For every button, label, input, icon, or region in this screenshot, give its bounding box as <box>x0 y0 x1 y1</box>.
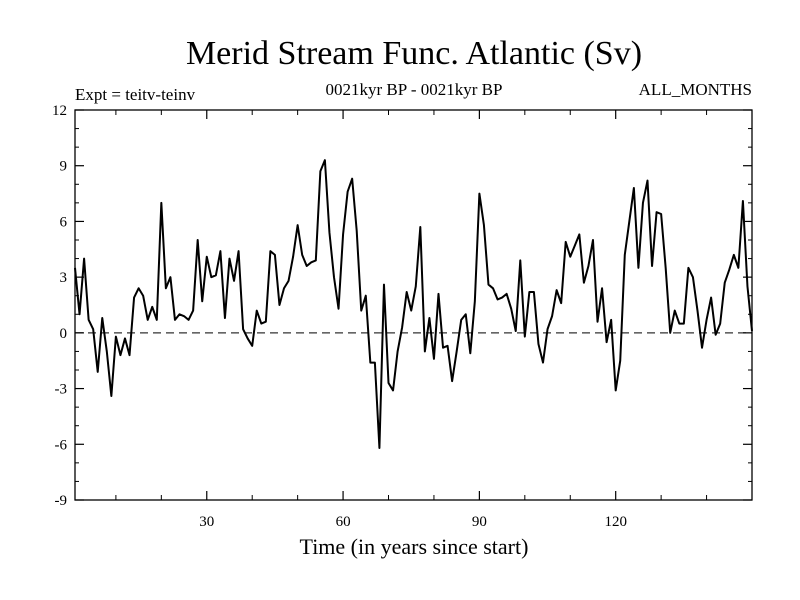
experiment-label: Expt = teitv-teinv <box>75 85 196 104</box>
x-axis-label: Time (in years since start) <box>300 534 529 559</box>
months-label: ALL_MONTHS <box>639 80 752 99</box>
y-tick-label: 12 <box>52 103 67 119</box>
y-tick-label: 3 <box>60 270 68 286</box>
y-tick-label: 9 <box>60 159 68 175</box>
chart-title: Merid Stream Func. Atlantic (Sv) <box>186 35 642 72</box>
x-tick-label: 60 <box>336 514 351 530</box>
x-tick-label: 90 <box>472 514 487 530</box>
plot-frame <box>74 109 753 501</box>
y-tick-label: 6 <box>60 214 68 230</box>
y-tick-label: -6 <box>55 437 68 453</box>
plot-area <box>74 109 753 501</box>
x-tick-label: 120 <box>604 514 627 530</box>
y-tick-label: -3 <box>55 382 68 398</box>
axis-ticks: -9 -6 -3 0 3 6 9 12 30 60 90 120 <box>52 103 752 530</box>
time-range-label: 0021kyr BP - 0021kyr BP <box>326 80 503 99</box>
series-line <box>74 159 753 449</box>
y-tick-label: 0 <box>60 326 68 342</box>
y-tick-label: -9 <box>55 493 68 509</box>
x-tick-label: 30 <box>199 514 214 530</box>
